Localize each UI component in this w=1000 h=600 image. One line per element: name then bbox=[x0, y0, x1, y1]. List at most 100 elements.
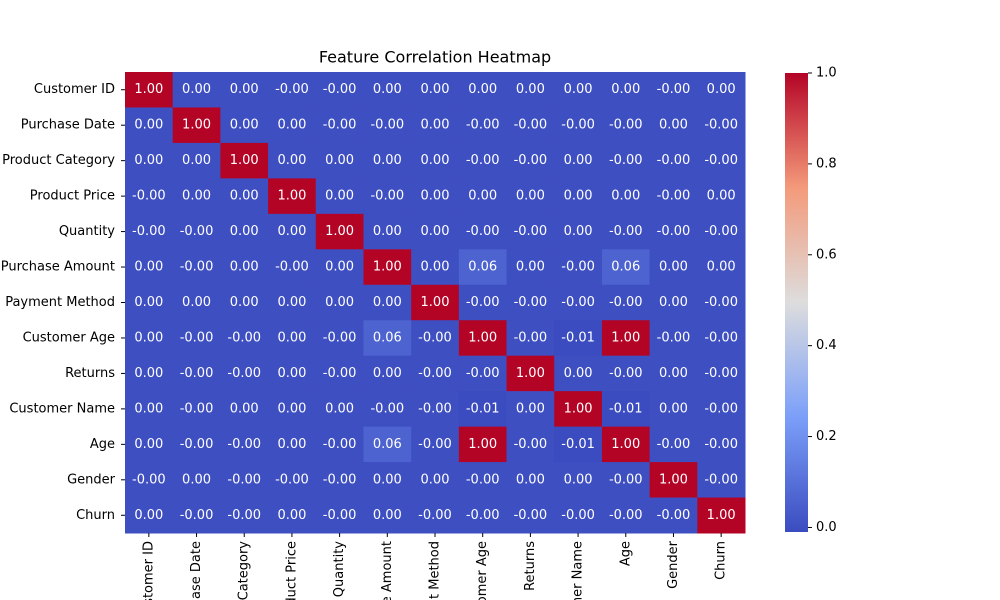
cell bbox=[554, 178, 603, 215]
cell bbox=[363, 462, 412, 499]
cell-label: -0.00 bbox=[180, 260, 214, 275]
cell-label: 0.00 bbox=[659, 366, 688, 381]
cell bbox=[172, 142, 221, 179]
cell-label: -0.01 bbox=[561, 437, 595, 452]
cell-label: -0.00 bbox=[370, 118, 404, 133]
cell-label: 0.00 bbox=[659, 260, 688, 275]
cell-label: -0.01 bbox=[561, 330, 595, 345]
cell bbox=[601, 497, 651, 534]
cell bbox=[458, 107, 508, 144]
cell bbox=[506, 72, 555, 108]
x-tick-label: Product Price bbox=[284, 541, 299, 600]
cell-label: -0.00 bbox=[370, 401, 404, 416]
cell bbox=[268, 72, 317, 108]
y-tick-label: Customer Age bbox=[23, 330, 115, 345]
cell bbox=[315, 213, 364, 250]
cell-label: -0.00 bbox=[180, 508, 214, 523]
cell-label: -0.00 bbox=[466, 224, 500, 239]
cell-label: 0.00 bbox=[659, 118, 688, 133]
cell bbox=[220, 355, 269, 392]
cell bbox=[554, 213, 603, 250]
cell-label: 0.00 bbox=[421, 153, 450, 168]
cell bbox=[601, 178, 651, 215]
cell-label: 0.00 bbox=[277, 224, 306, 239]
cell bbox=[697, 320, 746, 357]
cell bbox=[697, 391, 746, 428]
cell bbox=[220, 284, 269, 321]
cell bbox=[601, 355, 651, 392]
cell-label: -0.00 bbox=[704, 401, 738, 416]
cell bbox=[315, 426, 364, 463]
cell bbox=[697, 72, 746, 108]
x-tick-label: Churn bbox=[714, 541, 729, 580]
y-tick-label: Churn bbox=[76, 508, 115, 523]
cell bbox=[601, 249, 651, 286]
cell-label: 0.00 bbox=[134, 118, 163, 133]
cell-label: -0.01 bbox=[466, 401, 500, 416]
cell-label: -0.00 bbox=[323, 472, 357, 487]
cell-label: 1.00 bbox=[277, 189, 306, 204]
cell bbox=[649, 178, 698, 215]
cell-label: 0.00 bbox=[564, 224, 593, 239]
cell-label: -0.00 bbox=[227, 366, 261, 381]
cell bbox=[697, 142, 746, 179]
cell-label: 0.00 bbox=[182, 472, 211, 487]
cell-label: 1.00 bbox=[468, 437, 497, 452]
cell bbox=[268, 426, 317, 463]
cell-label: -0.00 bbox=[704, 366, 738, 381]
cell-label: 0.00 bbox=[230, 224, 259, 239]
x-tick-label: Age bbox=[618, 541, 633, 566]
cell bbox=[458, 355, 508, 392]
x-tick-label: Gender bbox=[666, 540, 681, 589]
cell bbox=[697, 462, 746, 499]
cell-label: -0.00 bbox=[657, 330, 691, 345]
cell-label: 0.00 bbox=[707, 189, 736, 204]
y-tick-label: Customer ID bbox=[34, 82, 115, 97]
cell-label: -0.00 bbox=[609, 366, 643, 381]
cell bbox=[268, 462, 317, 499]
cell bbox=[554, 426, 603, 463]
cell bbox=[649, 426, 698, 463]
cell-label: 0.00 bbox=[516, 472, 545, 487]
cell bbox=[506, 355, 555, 392]
cell-label: 1.00 bbox=[325, 224, 354, 239]
colorbar-tick-label: 0.2 bbox=[816, 429, 837, 444]
cell bbox=[315, 391, 364, 428]
cell-label: -0.00 bbox=[609, 224, 643, 239]
cell bbox=[220, 249, 269, 286]
cell-label: 0.00 bbox=[373, 295, 402, 310]
cell bbox=[125, 142, 174, 179]
cell-label: -0.00 bbox=[704, 437, 738, 452]
cell-label: -0.00 bbox=[561, 260, 595, 275]
cell bbox=[363, 426, 412, 463]
cell-label: -0.00 bbox=[132, 189, 166, 204]
cell bbox=[506, 284, 555, 321]
cell-label: -0.00 bbox=[418, 508, 452, 523]
cell bbox=[458, 391, 508, 428]
cell bbox=[649, 72, 698, 108]
cell-label: 0.00 bbox=[134, 366, 163, 381]
y-tick-label: Product Category bbox=[2, 153, 115, 168]
colorbar-tick-label: 0.0 bbox=[816, 520, 837, 535]
cell bbox=[458, 72, 508, 108]
cell-label: -0.00 bbox=[466, 366, 500, 381]
cell bbox=[411, 178, 460, 215]
cell-label: 0.00 bbox=[707, 260, 736, 275]
cell-label: 0.00 bbox=[516, 401, 545, 416]
cell bbox=[697, 284, 746, 321]
cell-label: 0.00 bbox=[230, 189, 259, 204]
cell-label: 0.00 bbox=[325, 295, 354, 310]
cell bbox=[554, 391, 603, 428]
cell-label: -0.00 bbox=[323, 437, 357, 452]
cell-label: 0.00 bbox=[564, 153, 593, 168]
cell bbox=[506, 142, 555, 179]
cell bbox=[506, 249, 555, 286]
cell bbox=[220, 462, 269, 499]
cell-label: -0.00 bbox=[609, 118, 643, 133]
cell bbox=[268, 320, 317, 357]
cell-label: -0.00 bbox=[609, 472, 643, 487]
cell bbox=[506, 497, 555, 534]
y-tick-label: Age bbox=[90, 437, 115, 452]
cell-label: 0.06 bbox=[373, 330, 402, 345]
cell-label: 0.00 bbox=[134, 153, 163, 168]
